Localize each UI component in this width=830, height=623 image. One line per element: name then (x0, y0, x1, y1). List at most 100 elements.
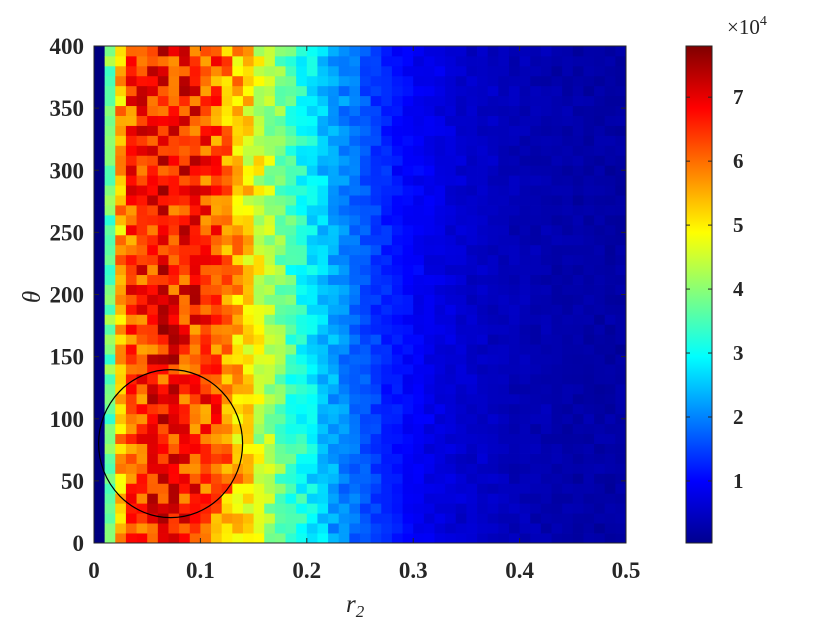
heatmap-cell (306, 125, 318, 136)
heatmap-cell (136, 135, 148, 146)
heatmap-cell (540, 463, 552, 474)
heatmap-cell (391, 513, 403, 524)
heatmap-cell (572, 423, 584, 435)
heatmap-cell (189, 185, 201, 196)
heatmap-cell (232, 294, 244, 305)
heatmap-cell (594, 503, 606, 514)
heatmap-cell (136, 294, 148, 305)
heatmap-cell (477, 354, 489, 365)
heatmap-cell (274, 205, 286, 216)
heatmap-cell (455, 274, 467, 285)
heatmap-cell (498, 364, 510, 375)
heatmap-cell (232, 264, 244, 276)
heatmap-cell (562, 364, 574, 375)
heatmap-cell (242, 195, 254, 206)
heatmap-cell (274, 214, 286, 226)
heatmap-cell (242, 284, 254, 295)
heatmap-cell (200, 195, 212, 206)
heatmap-cell (94, 264, 106, 276)
heatmap-cell (455, 254, 467, 266)
heatmap-cell (423, 135, 435, 146)
heatmap-cell (423, 523, 435, 534)
heatmap-cell (306, 443, 318, 454)
heatmap-cell (125, 334, 137, 345)
heatmap-cell (179, 523, 191, 534)
heatmap-cell (519, 55, 531, 67)
heatmap-cell (115, 483, 127, 494)
heatmap-cell (274, 354, 286, 365)
heatmap-cell (274, 175, 286, 186)
heatmap-cell (583, 383, 595, 395)
heatmap-cell (179, 344, 191, 355)
heatmap-cell (413, 155, 425, 166)
heatmap-cell (285, 75, 297, 87)
heatmap-cell (296, 234, 308, 246)
heatmap-cell (604, 423, 616, 435)
heatmap-cell (285, 155, 297, 166)
heatmap-cell (296, 513, 308, 524)
heatmap-cell (402, 46, 414, 57)
heatmap-cell (540, 493, 552, 504)
heatmap-cell (540, 244, 552, 256)
heatmap-cell (540, 294, 552, 305)
heatmap-cell (572, 195, 584, 206)
heatmap-cell (413, 314, 425, 325)
heatmap-cell (391, 85, 403, 97)
heatmap-cell (391, 533, 403, 544)
heatmap-cell (487, 85, 499, 97)
heatmap-cell (530, 175, 542, 186)
heatmap-cell (434, 383, 446, 395)
heatmap-cell (498, 85, 510, 97)
heatmap-cell (551, 393, 563, 405)
heatmap-cell (338, 403, 350, 415)
heatmap-cell (594, 155, 606, 166)
heatmap-cell (562, 374, 574, 385)
heatmap-cell (434, 413, 446, 425)
heatmap-cell (455, 483, 467, 494)
heatmap-cell (296, 155, 308, 166)
heatmap-cell (253, 513, 265, 524)
heatmap-cell (189, 145, 201, 156)
heatmap-cell (540, 75, 552, 87)
heatmap-cell (508, 393, 520, 405)
heatmap-cell (519, 284, 531, 295)
heatmap-cell (466, 55, 478, 67)
heatmap-cell (391, 284, 403, 295)
heatmap-cell (285, 374, 297, 385)
heatmap-cell (338, 254, 350, 266)
heatmap-cell (306, 334, 318, 345)
heatmap-cell (551, 493, 563, 504)
heatmap-cell (402, 403, 414, 415)
heatmap-cell (423, 314, 435, 325)
heatmap-cell (168, 85, 180, 97)
heatmap-cell (604, 493, 616, 504)
heatmap-cell (615, 205, 627, 216)
heatmap-cell (391, 294, 403, 305)
heatmap-cell (179, 85, 191, 97)
heatmap-cell (200, 274, 212, 285)
heatmap-cell (306, 165, 318, 176)
heatmap-cell (104, 274, 116, 285)
heatmap-cell (306, 294, 318, 305)
heatmap-cell (423, 354, 435, 365)
heatmap-cell (594, 383, 606, 395)
heatmap-cell (562, 423, 574, 435)
heatmap-cell (200, 354, 212, 365)
heatmap-cell (317, 65, 329, 77)
heatmap-cell (508, 175, 520, 186)
heatmap-cell (200, 55, 212, 67)
colorbar-tick-label: 4 (733, 277, 744, 301)
heatmap-cell (594, 105, 606, 116)
heatmap-cell (498, 205, 510, 216)
heatmap-cell (189, 433, 201, 444)
heatmap-cell (530, 503, 542, 514)
heatmap-cell (530, 284, 542, 295)
heatmap-cell (402, 195, 414, 206)
heatmap-cell (285, 254, 297, 266)
heatmap-cell (147, 473, 159, 484)
heatmap-cell (94, 324, 106, 335)
heatmap-cell (508, 145, 520, 156)
heatmap-cell (94, 314, 106, 325)
colorbar-tick-label: 2 (733, 405, 744, 429)
heatmap-cell (498, 354, 510, 365)
